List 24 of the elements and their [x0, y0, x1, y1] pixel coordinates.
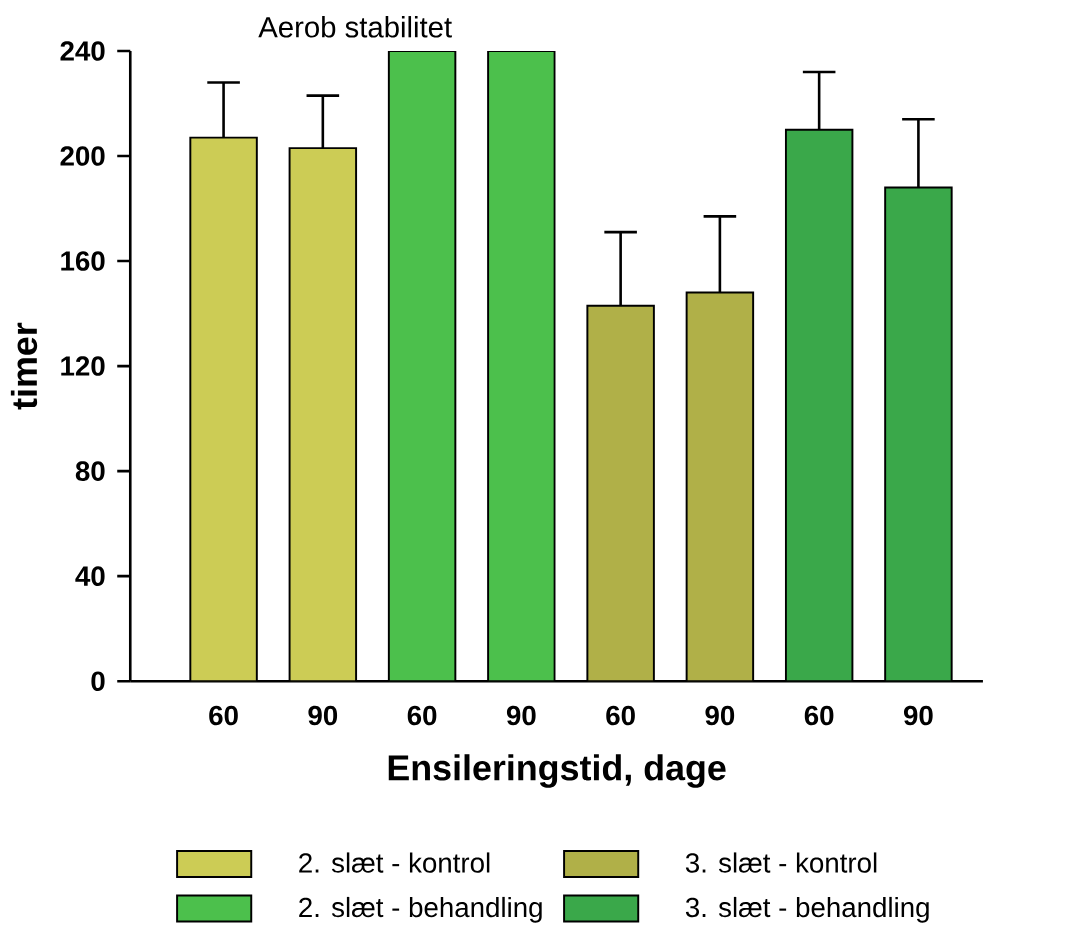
x-axis-title: Ensileringstid, dage	[388, 754, 726, 788]
x-tick-label: 90	[506, 705, 536, 726]
legend-label: 3. slæt - behandling	[685, 896, 929, 923]
x-tick-label: 90	[308, 705, 338, 726]
legend-label: 2. slæt - kontrol	[299, 852, 490, 873]
x-tick-label: 60	[209, 705, 238, 726]
chart-title: Aerob stabilitet	[258, 16, 452, 38]
y-tick-label: 160	[61, 251, 105, 271]
y-tick-label: 240	[60, 41, 105, 61]
legend-label: 2. slæt - behandling	[299, 896, 542, 923]
bar	[189, 136, 258, 682]
y-tick-label: 0	[91, 671, 105, 692]
bar	[288, 147, 358, 682]
x-tick-label: 90	[903, 705, 933, 726]
y-tick-label: 80	[75, 461, 105, 481]
x-tick-label: 90	[705, 705, 735, 726]
y-tick-label: 40	[75, 566, 105, 586]
x-tick-label: 60	[407, 705, 437, 726]
y-axis-title: timer	[10, 322, 38, 410]
y-tick-label: 200	[60, 146, 105, 166]
y-tick-label: 120	[61, 356, 105, 376]
legend-label: 3. slæt - kontrol	[685, 852, 877, 873]
x-tick-label: 60	[606, 705, 635, 726]
x-tick-label: 60	[804, 705, 834, 726]
